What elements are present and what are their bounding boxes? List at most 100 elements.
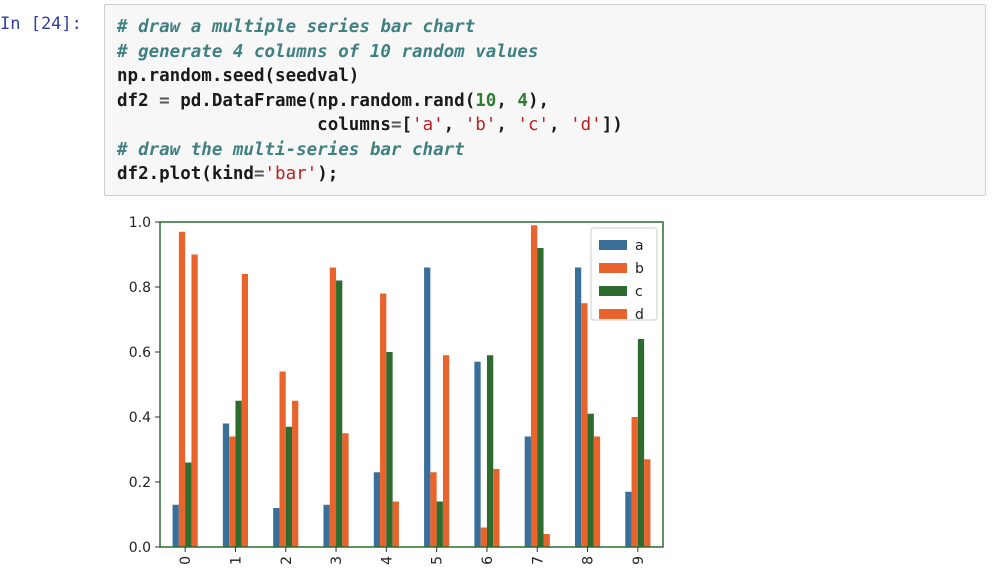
code-token: ); <box>317 164 339 184</box>
code-line: columns=['a', 'b', 'c', 'd']) <box>117 113 973 138</box>
code-line: df2.plot(kind='bar'); <box>117 162 973 187</box>
bar-d-8 <box>593 436 601 547</box>
bar-b-8 <box>581 303 588 547</box>
code-token: [ <box>401 115 413 135</box>
legend-swatch-d <box>599 309 627 319</box>
bar-c-5 <box>436 501 443 547</box>
code-token: = <box>390 115 402 135</box>
code-token: 'a' <box>412 115 444 135</box>
x-tick-label: 6 <box>480 556 496 565</box>
bar-b-5 <box>430 472 437 547</box>
bar-c-2 <box>285 426 293 547</box>
bar-d-4 <box>392 501 399 547</box>
code-token: columns <box>117 115 391 135</box>
bar-a-1 <box>222 423 230 547</box>
code-token: # draw a multiple series bar chart <box>117 17 476 37</box>
code-token: , <box>496 90 518 111</box>
code-token: ]) <box>601 115 623 135</box>
code-token: ), <box>527 90 550 111</box>
x-tick-label: 4 <box>379 556 395 565</box>
cell-output: 0.0 0.2 0.4 0.6 0.8 1.0 0 1 2 3 4 5 6 7 8 9 a b c d <box>110 212 690 578</box>
code-line: np.random.seed(seedval) <box>117 64 973 89</box>
bar-c-4 <box>386 352 393 547</box>
bar-a-8 <box>574 267 582 547</box>
legend-box <box>590 227 658 321</box>
code-line: # draw the multi-series bar chart <box>117 138 973 163</box>
x-tick-label: 7 <box>530 556 546 565</box>
x-tick-label: 3 <box>329 556 345 565</box>
plot-frame <box>159 221 664 548</box>
legend-label-b: b <box>635 261 644 277</box>
code-token: = <box>159 90 170 111</box>
bar-c-8 <box>587 413 594 547</box>
code-token: , <box>549 115 571 135</box>
y-tick-label: 0.2 <box>129 475 151 491</box>
bar-d-0 <box>191 254 198 547</box>
bar-b-7 <box>530 225 538 547</box>
code-token: 'b' <box>464 115 497 135</box>
bar-a-3 <box>323 504 330 547</box>
y-tick-label: 0.8 <box>129 280 151 296</box>
bar-b-1 <box>229 436 236 547</box>
bar-d-3 <box>342 433 349 547</box>
bar-a-4 <box>373 472 381 547</box>
legend-swatch-a <box>599 240 627 250</box>
y-tick-label: 0.6 <box>129 345 151 361</box>
bar-b-6 <box>480 527 487 547</box>
code-token: , <box>443 115 465 135</box>
code-token: 'c' <box>517 115 550 135</box>
bar-b-0 <box>178 231 186 547</box>
bar-a-6 <box>474 361 481 547</box>
y-tick-label: 0.0 <box>129 540 151 556</box>
code-token: np.random.seed(seedval) <box>117 66 360 86</box>
bar-a-5 <box>424 267 431 547</box>
legend-swatch-c <box>599 286 627 296</box>
x-tick-label: 2 <box>279 556 295 565</box>
legend-label-d: d <box>635 307 644 323</box>
bar-c-1 <box>235 400 242 547</box>
bar-a-9 <box>625 491 632 547</box>
x-tick-label: 5 <box>430 556 446 565</box>
bar-c-9 <box>637 339 645 547</box>
bar-c-7 <box>537 248 544 547</box>
bar-d-2 <box>292 400 299 547</box>
code-token: 4 <box>517 90 528 111</box>
bar-d-1 <box>241 274 249 547</box>
code-token: 10 <box>475 90 497 111</box>
x-tick-label: 9 <box>631 556 647 565</box>
bar-b-2 <box>279 371 286 547</box>
bar-a-0 <box>172 504 179 547</box>
bar-a-2 <box>273 508 280 547</box>
bar-a-7 <box>524 436 531 547</box>
bar-c-6 <box>486 355 494 547</box>
y-tick-label: 1.0 <box>129 215 151 231</box>
x-tick-label: 0 <box>178 556 194 565</box>
code-token: 'bar' <box>264 164 318 184</box>
code-token: # draw the multi-series bar chart <box>117 139 465 160</box>
code-token: df2.plot(kind <box>117 164 254 184</box>
bar-c-3 <box>336 280 343 547</box>
code-line: df2 = pd.DataFrame(np.random.rand(10, 4)… <box>117 89 973 114</box>
code-token: # generate 4 columns of 10 random values <box>117 41 539 62</box>
code-cell-editor[interactable]: # draw a multiple series bar chart # gene… <box>104 4 986 196</box>
code-token: 'd' <box>570 115 602 135</box>
bar-d-6 <box>493 469 500 547</box>
bar-d-7 <box>543 534 550 547</box>
code-line: # draw a multiple series bar chart <box>117 15 973 40</box>
bar-b-4 <box>380 293 387 547</box>
code-token: df2 <box>117 90 160 111</box>
legend-label-c: c <box>635 284 643 300</box>
bar-d-9 <box>644 459 651 547</box>
x-tick-label: 1 <box>228 556 244 565</box>
code-line: # generate 4 columns of 10 random values <box>117 40 973 65</box>
x-tick-label: 8 <box>581 556 597 565</box>
code-token: = <box>253 164 265 184</box>
y-tick-label: 0.4 <box>129 410 151 426</box>
bar-b-9 <box>631 417 638 547</box>
bar-b-3 <box>329 267 337 547</box>
cell-prompt: In [24]: <box>0 14 82 34</box>
bar-c-0 <box>185 462 192 547</box>
code-token: , <box>496 115 518 135</box>
legend-swatch-b <box>599 263 627 273</box>
